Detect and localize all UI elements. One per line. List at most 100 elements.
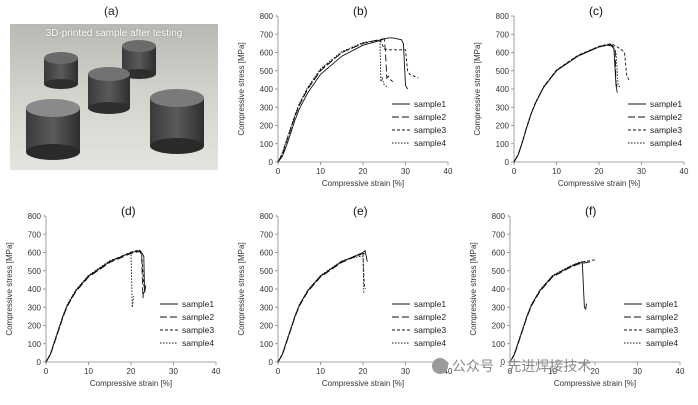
y-tick-label: 600 xyxy=(496,49,510,58)
x-tick-label: 30 xyxy=(637,167,646,176)
legend-label: sample2 xyxy=(414,112,446,122)
y-tick-label: 400 xyxy=(492,285,506,294)
panel-c: (c) 0 100 200 300 400 500 600 700 800 0 10 20 30 40 Com… xyxy=(468,0,698,205)
y-tick-label: 800 xyxy=(260,12,274,21)
y-tick-label: 300 xyxy=(496,103,510,112)
series-line-sample4 xyxy=(277,255,365,363)
y-axis-label: Compressive stress [MPa] xyxy=(237,242,246,335)
x-axis-label: Compressive strain [%] xyxy=(90,379,172,388)
series-line-sample3 xyxy=(513,43,630,163)
series-line-sample2 xyxy=(277,252,366,363)
sample-cylinder xyxy=(122,40,156,79)
y-axis-label: Compressive stress [MPa] xyxy=(237,42,246,135)
x-tick-label: 10 xyxy=(548,367,557,376)
y-tick-label: 200 xyxy=(260,322,274,331)
series-line-sample2 xyxy=(513,44,619,163)
x-tick-label: 30 xyxy=(169,367,178,376)
legend-label: sample1 xyxy=(650,99,682,109)
series-line-sample3 xyxy=(277,253,367,363)
x-tick-label: 40 xyxy=(680,167,689,176)
panel-label: (c) xyxy=(589,4,603,18)
y-tick-label: 0 xyxy=(501,358,506,367)
x-tick-label: 10 xyxy=(316,367,325,376)
x-tick-label: 20 xyxy=(359,167,368,176)
legend-label: sample3 xyxy=(182,325,214,335)
legend-label: sample4 xyxy=(414,338,446,348)
y-tick-label: 100 xyxy=(260,340,274,349)
x-tick-label: 20 xyxy=(359,367,368,376)
y-tick-label: 600 xyxy=(28,249,42,258)
panel-f: (f) 0 100 200 300 400 500 600 700 800 0 10 20 30 40 Com… xyxy=(464,200,694,405)
x-tick-label: 0 xyxy=(44,367,49,376)
y-tick-label: 800 xyxy=(492,212,506,221)
stress-strain-chart-f: (f) 0 100 200 300 400 500 600 700 800 0 10 20 30 40 Com… xyxy=(469,204,685,388)
y-tick-label: 600 xyxy=(260,249,274,258)
y-tick-label: 100 xyxy=(28,340,42,349)
x-tick-label: 40 xyxy=(676,367,685,376)
watermark-text: 公众号 · 先进焊接技术 xyxy=(452,359,592,375)
legend-label: sample1 xyxy=(182,299,214,309)
y-tick-label: 300 xyxy=(260,103,274,112)
y-tick-label: 300 xyxy=(260,303,274,312)
x-axis-label: Compressive strain [%] xyxy=(322,179,404,188)
y-tick-label: 100 xyxy=(260,140,274,149)
y-tick-label: 600 xyxy=(492,249,506,258)
y-tick-label: 700 xyxy=(260,230,274,239)
y-tick-label: 0 xyxy=(269,158,274,167)
y-tick-label: 400 xyxy=(28,285,42,294)
y-tick-label: 600 xyxy=(260,49,274,58)
y-tick-label: 0 xyxy=(505,158,510,167)
x-axis-label: Compressive strain [%] xyxy=(554,379,636,388)
sample-cylinders-illustration xyxy=(26,40,204,160)
wechat-icon xyxy=(432,358,448,374)
y-tick-label: 0 xyxy=(269,358,274,367)
sample-photo: 3D-printed sample after testing xyxy=(10,24,218,170)
y-tick-label: 200 xyxy=(496,122,510,131)
series-line-sample3 xyxy=(509,259,596,363)
x-tick-label: 40 xyxy=(444,367,453,376)
y-tick-label: 200 xyxy=(492,322,506,331)
x-tick-label: 40 xyxy=(212,367,221,376)
y-tick-label: 700 xyxy=(260,30,274,39)
series-line-sample1 xyxy=(509,261,587,363)
y-tick-label: 800 xyxy=(28,212,42,221)
legend-label: sample3 xyxy=(414,125,446,135)
x-tick-label: 10 xyxy=(552,167,561,176)
y-tick-label: 500 xyxy=(496,67,510,76)
x-axis-label: Compressive strain [%] xyxy=(558,179,640,188)
series-line-sample4 xyxy=(277,39,389,163)
y-tick-label: 100 xyxy=(496,140,510,149)
legend-label: sample4 xyxy=(646,338,678,348)
legend-label: sample2 xyxy=(650,112,682,122)
sample-cylinder xyxy=(44,52,78,89)
x-tick-label: 30 xyxy=(401,367,410,376)
series-line-sample3 xyxy=(45,249,146,363)
x-tick-label: 0 xyxy=(512,167,517,176)
y-tick-label: 500 xyxy=(492,267,506,276)
x-tick-label: 10 xyxy=(84,367,93,376)
x-tick-label: 40 xyxy=(444,167,453,176)
sample-cylinder xyxy=(26,99,80,160)
legend-label: sample3 xyxy=(414,325,446,335)
y-axis-label: Compressive stress [MPa] xyxy=(5,242,14,335)
y-tick-label: 400 xyxy=(496,85,510,94)
y-tick-label: 700 xyxy=(496,30,510,39)
x-tick-label: 0 xyxy=(276,167,281,176)
y-tick-label: 300 xyxy=(492,303,506,312)
stress-strain-chart-e: (e) 0 100 200 300 400 500 600 700 800 0 10 20 30 40 Com… xyxy=(237,204,453,388)
legend-label: sample2 xyxy=(414,312,446,322)
legend-label: sample2 xyxy=(646,312,678,322)
y-tick-label: 800 xyxy=(260,212,274,221)
series-line-sample1 xyxy=(513,44,618,163)
sample-cylinder xyxy=(88,67,130,114)
series-line-sample2 xyxy=(509,261,591,363)
x-tick-label: 10 xyxy=(316,167,325,176)
panel-label: (e) xyxy=(353,204,368,218)
y-tick-label: 800 xyxy=(496,12,510,21)
stress-strain-chart-c: (c) 0 100 200 300 400 500 600 700 800 0 10 20 30 40 Com… xyxy=(473,4,689,188)
legend-label: sample4 xyxy=(650,138,682,148)
series-line-sample1 xyxy=(277,249,368,363)
panel-label: (f) xyxy=(585,204,596,218)
x-tick-label: 30 xyxy=(401,167,410,176)
y-tick-label: 100 xyxy=(492,340,506,349)
